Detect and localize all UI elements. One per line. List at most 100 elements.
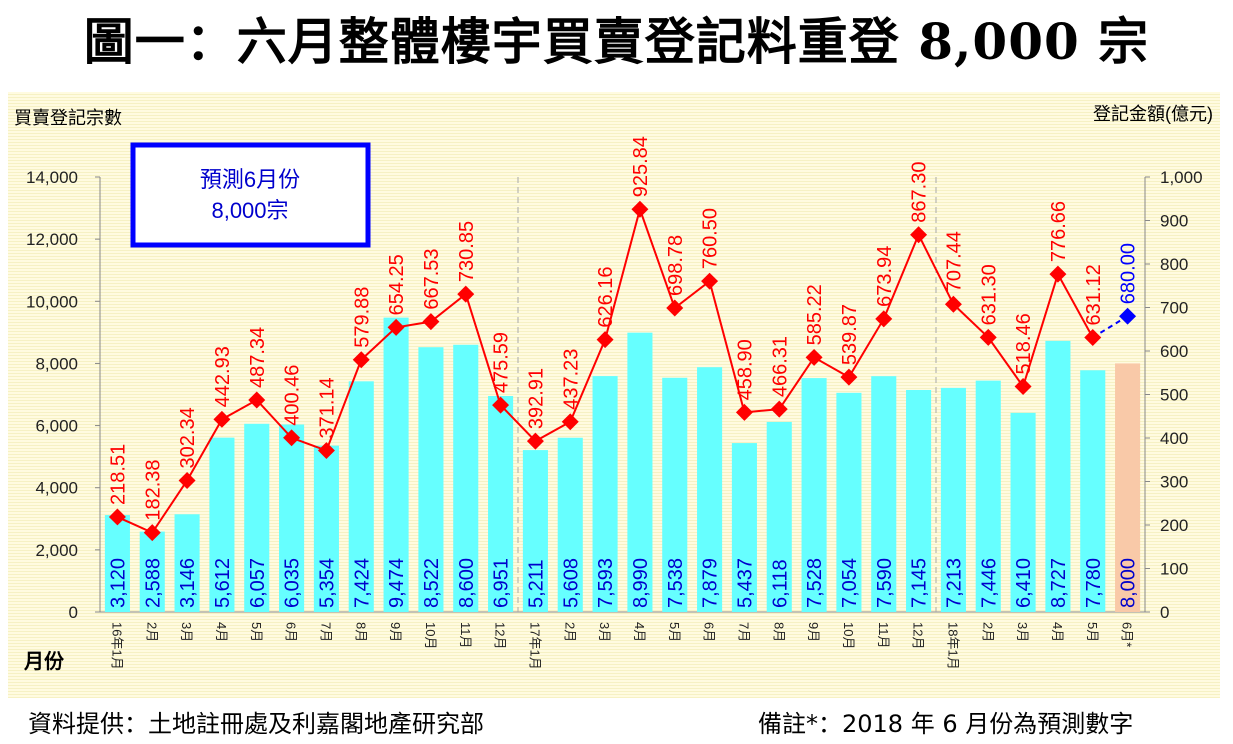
bar [1045, 340, 1071, 612]
right-axis-title: 登記金額(億元) [1093, 104, 1213, 124]
left-tick-label: 8,000 [35, 354, 78, 373]
line-marker [701, 272, 719, 290]
line-value-label: 539.87 [839, 304, 861, 365]
bar-value-label: 7,446 [978, 558, 1000, 608]
bar-value-label: 7,590 [874, 558, 896, 608]
bar [279, 424, 305, 612]
line-marker [1119, 307, 1137, 325]
right-tick-label: 900 [1160, 212, 1188, 231]
x-tick-label: 9月 [388, 622, 403, 642]
line-marker [561, 413, 579, 431]
line-value-label: 585.22 [804, 284, 826, 345]
bar [906, 389, 932, 612]
line-marker [526, 432, 544, 450]
page-title: 圖一：六月整體樓宇買賣登記料重登 8,000 宗 [83, 12, 1150, 71]
x-tick-label: 12月 [911, 622, 926, 649]
line-marker [1084, 328, 1102, 346]
line-marker [317, 442, 335, 460]
line-value-label: 673.94 [874, 246, 896, 307]
line-marker [387, 318, 405, 336]
x-tick-label: 11月 [458, 622, 473, 649]
line-marker [770, 400, 788, 418]
right-tick-label: 400 [1160, 429, 1188, 448]
x-tick-label: 8月 [771, 622, 786, 642]
line-value-label: 442.93 [212, 346, 234, 407]
line-marker [422, 313, 440, 331]
bar-value-label: 5,437 [734, 558, 756, 608]
left-tick-label: 4,000 [35, 479, 78, 498]
right-tick-label: 0 [1160, 603, 1169, 622]
x-tick-label: 7月 [318, 622, 333, 642]
line-value-label: 760.50 [700, 208, 722, 269]
bar [871, 376, 897, 612]
bar-value-label: 8,600 [456, 558, 478, 608]
bar-value-label: 7,213 [943, 558, 965, 608]
bar-value-label: 6,951 [491, 558, 513, 608]
line-value-label: 707.44 [943, 231, 965, 292]
left-tick-label: 2,000 [35, 541, 78, 560]
x-tick-label: 3月 [179, 622, 194, 642]
line-value-label: 400.46 [282, 365, 304, 426]
line-marker [979, 328, 997, 346]
line-marker [631, 200, 649, 218]
bar [592, 376, 618, 612]
bar [522, 450, 548, 612]
bar-value-label: 8,522 [421, 558, 443, 608]
bar [209, 437, 235, 612]
line-value-label: 392.91 [525, 368, 547, 429]
line-value-label: 579.88 [351, 287, 373, 348]
bar-value-label: 5,608 [560, 558, 582, 608]
x-tick-label: 17年1月 [527, 622, 542, 670]
x-tick-label: 5月 [667, 622, 682, 642]
right-tick-label: 200 [1160, 516, 1188, 535]
line-value-label: 466.31 [769, 336, 791, 397]
x-tick-label: 12月 [493, 622, 508, 649]
bar-value-label: 9,474 [386, 558, 408, 608]
bar [174, 514, 200, 612]
bar [313, 445, 339, 612]
x-axis-title: 月份 [23, 649, 65, 673]
bar-value-label: 7,593 [595, 558, 617, 608]
line-value-label: 475.59 [491, 332, 513, 393]
line-marker [1049, 265, 1067, 283]
left-tick-label: 6,000 [35, 417, 78, 436]
line-marker [143, 524, 161, 542]
x-tick-label: 4月 [632, 622, 647, 642]
bar [1115, 363, 1141, 612]
bar [453, 344, 479, 612]
bar-value-label: 6,035 [282, 558, 304, 608]
bar [801, 378, 827, 612]
bar [731, 443, 757, 612]
bar [627, 332, 653, 612]
line-value-label: 626.16 [595, 266, 617, 327]
x-tick-label: 6月* [1120, 622, 1135, 647]
x-tick-label: 16年1月 [109, 622, 124, 670]
line-value-label: 631.30 [978, 264, 1000, 325]
right-tick-label: 800 [1160, 255, 1188, 274]
bar [383, 317, 409, 612]
bar-value-label: 8,727 [1048, 558, 1070, 608]
bar [1080, 370, 1106, 612]
bar [418, 347, 444, 612]
bar [1010, 412, 1036, 612]
line-value-label: 487.34 [247, 327, 269, 388]
line-value-label: 925.84 [630, 136, 652, 197]
line-value-label: 698.78 [665, 235, 687, 296]
bar-value-label: 7,145 [909, 558, 931, 608]
note-text: 備註*：2018 年 6 月份為預測數字 [758, 710, 1134, 738]
bar-value-label: 8,990 [630, 558, 652, 608]
x-tick-label: 7月 [736, 622, 751, 642]
right-tick-label: 100 [1160, 560, 1188, 579]
x-tick-label: 6月 [284, 622, 299, 642]
line-value-label: 458.90 [734, 339, 756, 400]
x-tick-label: 3月 [1015, 622, 1030, 642]
bar [662, 377, 688, 612]
bar-value-label: 7,780 [1083, 558, 1105, 608]
line-value-label: 631.12 [1083, 264, 1105, 325]
line-marker [213, 410, 231, 428]
line-marker [283, 429, 301, 447]
line-value-label: 371.14 [316, 377, 338, 438]
line-marker [875, 310, 893, 328]
bar-value-label: 7,879 [700, 558, 722, 608]
